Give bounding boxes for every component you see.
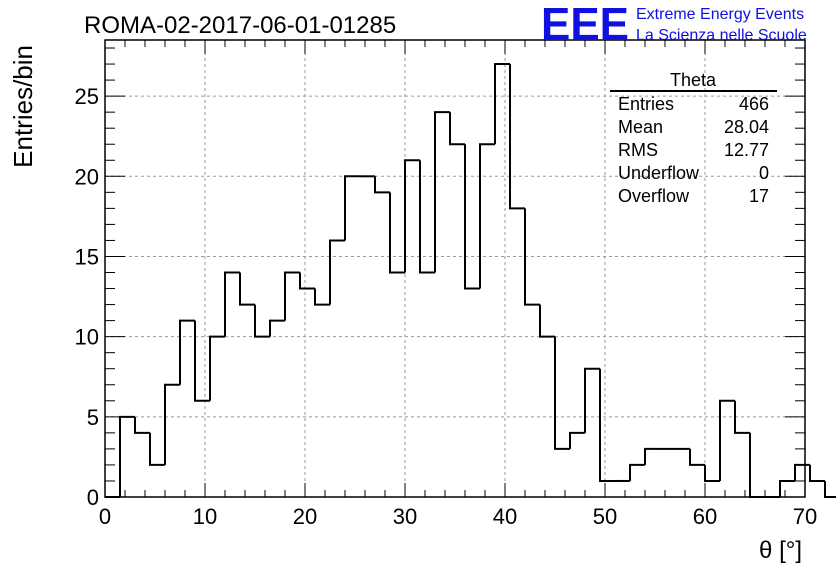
- plot-area-border: [104, 39, 806, 498]
- histogram-bin: [689, 448, 705, 466]
- histogram-bin: [404, 159, 420, 273]
- histogram-bin: [779, 479, 795, 497]
- x-tick-label: 20: [293, 504, 317, 529]
- stats-row-label: Underflow: [618, 163, 700, 183]
- stats-row-label: Entries: [618, 94, 674, 114]
- histogram-bin: [539, 304, 555, 338]
- histogram-bin: [824, 480, 836, 498]
- histogram-bin: [734, 400, 750, 434]
- eee-logo-line1: Extreme Energy Events: [636, 6, 804, 23]
- histogram-bin: [449, 112, 465, 146]
- x-tick-label: 30: [393, 504, 417, 529]
- x-tick-label: 10: [193, 504, 217, 529]
- histogram-bin: [584, 367, 600, 433]
- x-tick-label: 70: [793, 504, 817, 529]
- y-tick-label: 10: [75, 325, 99, 350]
- histogram-bin: [809, 464, 825, 482]
- histogram-bin: [479, 143, 495, 289]
- stats-title: Theta: [670, 70, 717, 90]
- histogram-bin: [269, 319, 285, 337]
- histogram-bin: [224, 271, 240, 337]
- histogram-bin: [419, 160, 435, 274]
- histogram-bin: [569, 431, 585, 449]
- eee-logo-line2: La Scienza nelle Scuole: [636, 27, 807, 44]
- histogram-bin: [554, 336, 570, 450]
- histogram-bin: [344, 175, 360, 241]
- histogram-bin: [239, 272, 255, 306]
- histogram-bin: [704, 464, 720, 482]
- stats-box: Theta Entries 466 Mean 28.04 RMS 12.77 Underfl…: [610, 70, 777, 206]
- stats-row-label: Mean: [618, 117, 663, 137]
- histogram-bin: [794, 463, 810, 481]
- histogram-bin: [194, 320, 210, 402]
- stats-rows: Entries 466 Mean 28.04 RMS 12.77 Underflow 0 Ove…: [618, 94, 769, 206]
- histogram-bin: [179, 319, 195, 385]
- stats-row-label: RMS: [618, 140, 658, 160]
- stats-row-value: 466: [739, 94, 769, 114]
- histogram-bin: [134, 416, 150, 434]
- axis-ticks: [104, 40, 806, 498]
- chart-title: ROMA-02-2017-06-01-01285: [84, 12, 396, 39]
- y-tick-label: 15: [75, 244, 99, 269]
- histogram-bin: [119, 415, 135, 497]
- x-axis-label: θ [°]: [759, 537, 802, 564]
- eee-logo-mark: EEE: [541, 0, 629, 50]
- histogram-bin: [284, 271, 300, 321]
- histogram-bin: [314, 288, 330, 306]
- histogram-bin: [494, 63, 510, 145]
- eee-logo: EEE Extreme Energy Events La Scienza nel…: [541, 0, 807, 50]
- y-tick-label: 0: [87, 485, 99, 510]
- histogram-bin: [509, 64, 525, 210]
- histogram-bin: [329, 239, 345, 305]
- y-tick-label: 5: [87, 405, 99, 430]
- histogram-bin: [629, 463, 645, 481]
- stats-row-value: 17: [749, 186, 769, 206]
- stats-row-value: 0: [759, 163, 769, 183]
- histogram-bin: [149, 432, 165, 466]
- histogram-bin: [209, 335, 225, 401]
- stats-row-label: Overflow: [618, 186, 690, 206]
- x-tick-label: 50: [593, 504, 617, 529]
- histogram-bin: [719, 399, 735, 481]
- x-tick-label: 60: [693, 504, 717, 529]
- histogram-bin: [254, 304, 270, 338]
- histogram-bin: [434, 111, 450, 273]
- x-tick-label: 40: [493, 504, 517, 529]
- plot-frame: [104, 39, 806, 498]
- histogram-bin: [749, 432, 765, 498]
- histogram-bin: [374, 176, 390, 194]
- histogram-bin: [464, 144, 480, 290]
- stats-row-value: 12.77: [724, 140, 769, 160]
- y-axis-label: Entries/bin: [8, 45, 38, 168]
- y-tick-label: 20: [75, 164, 99, 189]
- histogram-bin: [599, 368, 615, 482]
- histogram-bin: [644, 447, 660, 465]
- histogram-bin: [299, 272, 315, 290]
- x-tick-label: 0: [99, 504, 111, 529]
- histogram-bin: [389, 192, 405, 274]
- stats-row-value: 28.04: [724, 117, 769, 137]
- histogram-bin: [524, 208, 540, 306]
- grid-lines: [105, 40, 805, 497]
- histogram-bin: [164, 383, 180, 465]
- y-tick-label: 25: [75, 84, 99, 109]
- histogram-series: [105, 63, 836, 498]
- tick-labels: 0 10 20 30 40 50 60 70 0 5 10 15 20 25: [75, 84, 818, 529]
